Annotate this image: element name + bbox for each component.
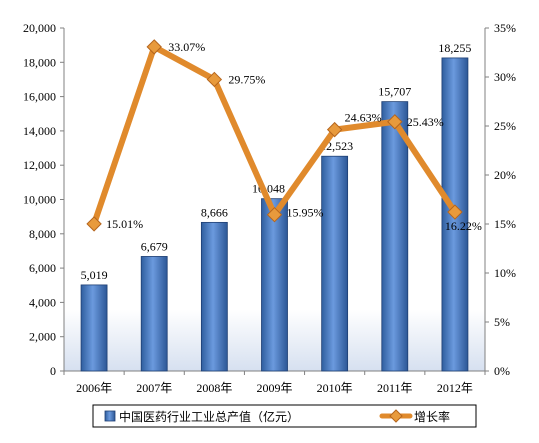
bar (261, 198, 288, 372)
y-left-tick-label: 4,000 (29, 295, 56, 309)
x-tick-label: 2011年 (377, 381, 413, 395)
bar-value-label: 5,019 (81, 268, 108, 282)
y-right-tick-label: 5% (494, 315, 510, 329)
growth-value-label: 16.22% (445, 219, 482, 233)
y-left-tick-label: 12,000 (23, 158, 56, 172)
growth-marker (447, 204, 463, 220)
legend-bar-swatch (104, 410, 116, 422)
bar (80, 284, 108, 372)
x-tick-label: 2012年 (437, 381, 473, 395)
bar-value-label: 15,707 (378, 85, 411, 99)
y-left-tick-label: 0 (50, 364, 56, 378)
y-right-tick-label: 20% (494, 168, 516, 182)
legend-line-marker (389, 409, 403, 423)
x-tick-label: 2009年 (256, 381, 292, 395)
y-left-tick-label: 16,000 (23, 90, 56, 104)
y-left-tick-label: 18,000 (23, 55, 56, 69)
y-left-tick-label: 6,000 (29, 261, 56, 275)
growth-value-label: 33.07% (168, 40, 205, 54)
bar (140, 256, 168, 372)
y-right-tick-label: 35% (494, 21, 516, 35)
y-left-tick-label: 8,000 (29, 227, 56, 241)
y-left-tick-label: 2,000 (29, 330, 56, 344)
x-tick-label: 2006年 (76, 381, 112, 395)
growth-marker (387, 114, 403, 130)
growth-marker (206, 71, 223, 88)
x-tick-label: 2007年 (136, 381, 172, 395)
bar-value-label: 6,679 (141, 239, 168, 253)
y-right-tick-label: 0% (494, 364, 510, 378)
bar-value-label: 10,048 (252, 182, 285, 196)
growth-value-label: 29.75% (228, 72, 265, 86)
bar (200, 221, 228, 372)
bar (381, 101, 409, 372)
x-tick-label: 2010年 (317, 381, 353, 395)
y-left-tick-label: 10,000 (23, 193, 56, 207)
legend-box (92, 404, 477, 428)
bar-value-label: 18,255 (438, 41, 471, 55)
x-tick-label: 2008年 (196, 381, 232, 395)
growth-marker (86, 216, 102, 232)
bar-value-label: 8,666 (201, 205, 228, 219)
growth-value-label: 24.63% (345, 111, 382, 125)
bar (321, 155, 349, 372)
growth-marker (146, 39, 162, 55)
y-left-tick-label: 14,000 (23, 124, 56, 138)
growth-marker (326, 121, 343, 138)
y-right-tick-label: 10% (494, 266, 516, 280)
y-right-tick-label: 30% (494, 70, 516, 84)
y-right-tick-label: 25% (494, 119, 516, 133)
legend-bar-label: 中国医药行业工业总产值（亿元） (119, 409, 299, 424)
y-right-tick-label: 15% (494, 217, 516, 231)
growth-value-label: 15.01% (106, 217, 143, 231)
legend-line-label: 增长率 (414, 409, 450, 424)
growth-value-label: 15.95% (287, 206, 324, 220)
growth-value-label: 25.43% (407, 115, 444, 129)
growth-marker (266, 206, 283, 223)
y-left-tick-label: 20,000 (23, 21, 56, 35)
